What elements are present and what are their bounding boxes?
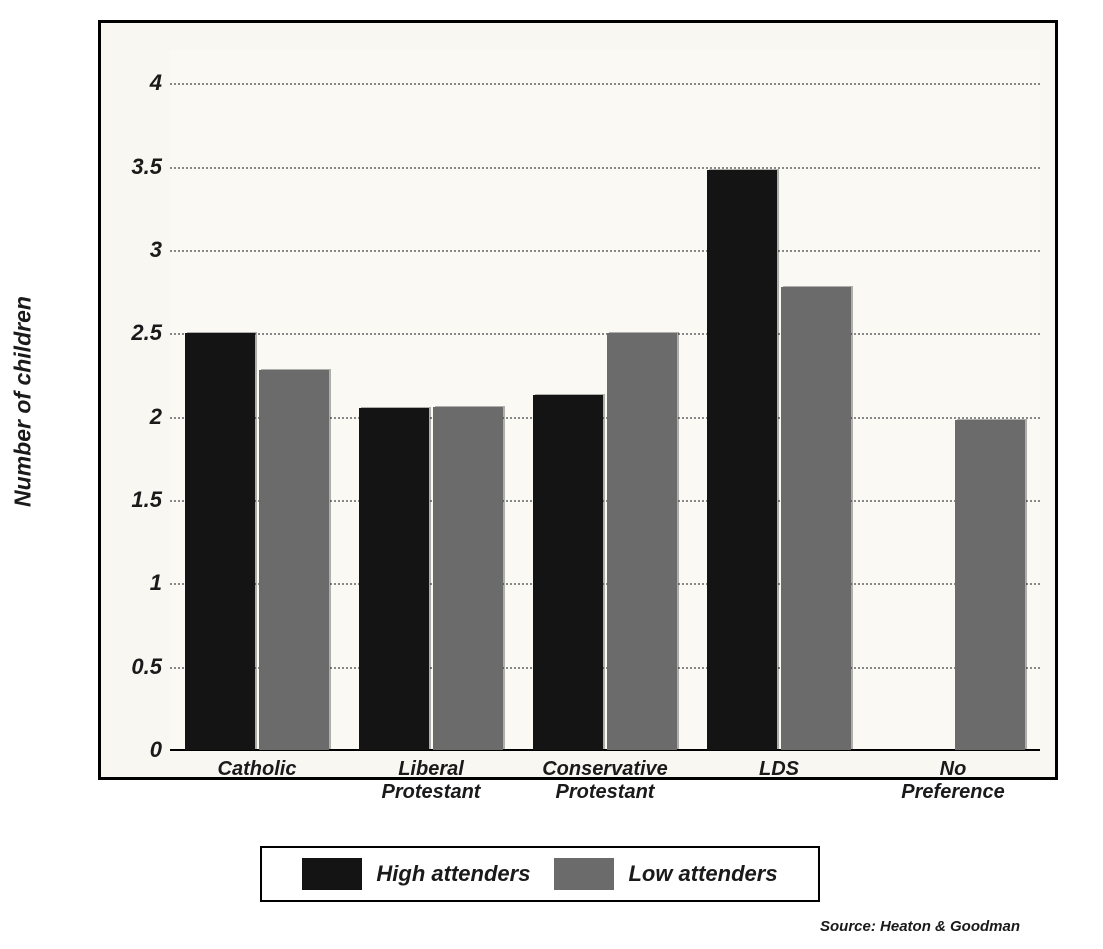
legend-swatch [554,858,614,890]
bar [781,287,851,750]
gridline [170,167,1040,169]
gridline [170,250,1040,252]
bar [955,420,1025,750]
bar [185,333,255,750]
y-tick-label: 1 [102,570,162,596]
y-tick-label: 2.5 [102,320,162,346]
x-axis-label: Liberal Protestant [344,758,518,804]
y-tick-label: 1.5 [102,487,162,513]
x-axis-label: Catholic [170,758,344,781]
x-axis-label: LDS [692,758,866,781]
legend-swatch [302,858,362,890]
y-tick-label: 4 [102,70,162,96]
y-tick-label: 3.5 [102,154,162,180]
y-axis-title: Number of children [10,272,37,532]
y-tick-label: 3 [102,237,162,263]
bar [359,408,429,750]
legend-label: Low attenders [628,861,777,887]
y-tick-label: 0.5 [102,654,162,680]
y-tick-label: 0 [102,737,162,763]
bar [533,395,603,750]
gridline [170,83,1040,85]
y-tick-label: 2 [102,404,162,430]
x-axis-label: No Preference [866,758,1040,804]
x-axis-label: Conservative Protestant [518,758,692,804]
legend: High attenders Low attenders [260,846,820,902]
source-text: Source: Heaton & Goodman [820,918,1020,935]
legend-label: High attenders [376,861,530,887]
gridline [170,333,1040,335]
bar [259,370,329,750]
plot-area [170,50,1040,750]
legend-item: Low attenders [554,858,777,890]
bar [433,407,503,750]
bar [707,170,777,750]
legend-item: High attenders [302,858,530,890]
bar [607,333,677,750]
